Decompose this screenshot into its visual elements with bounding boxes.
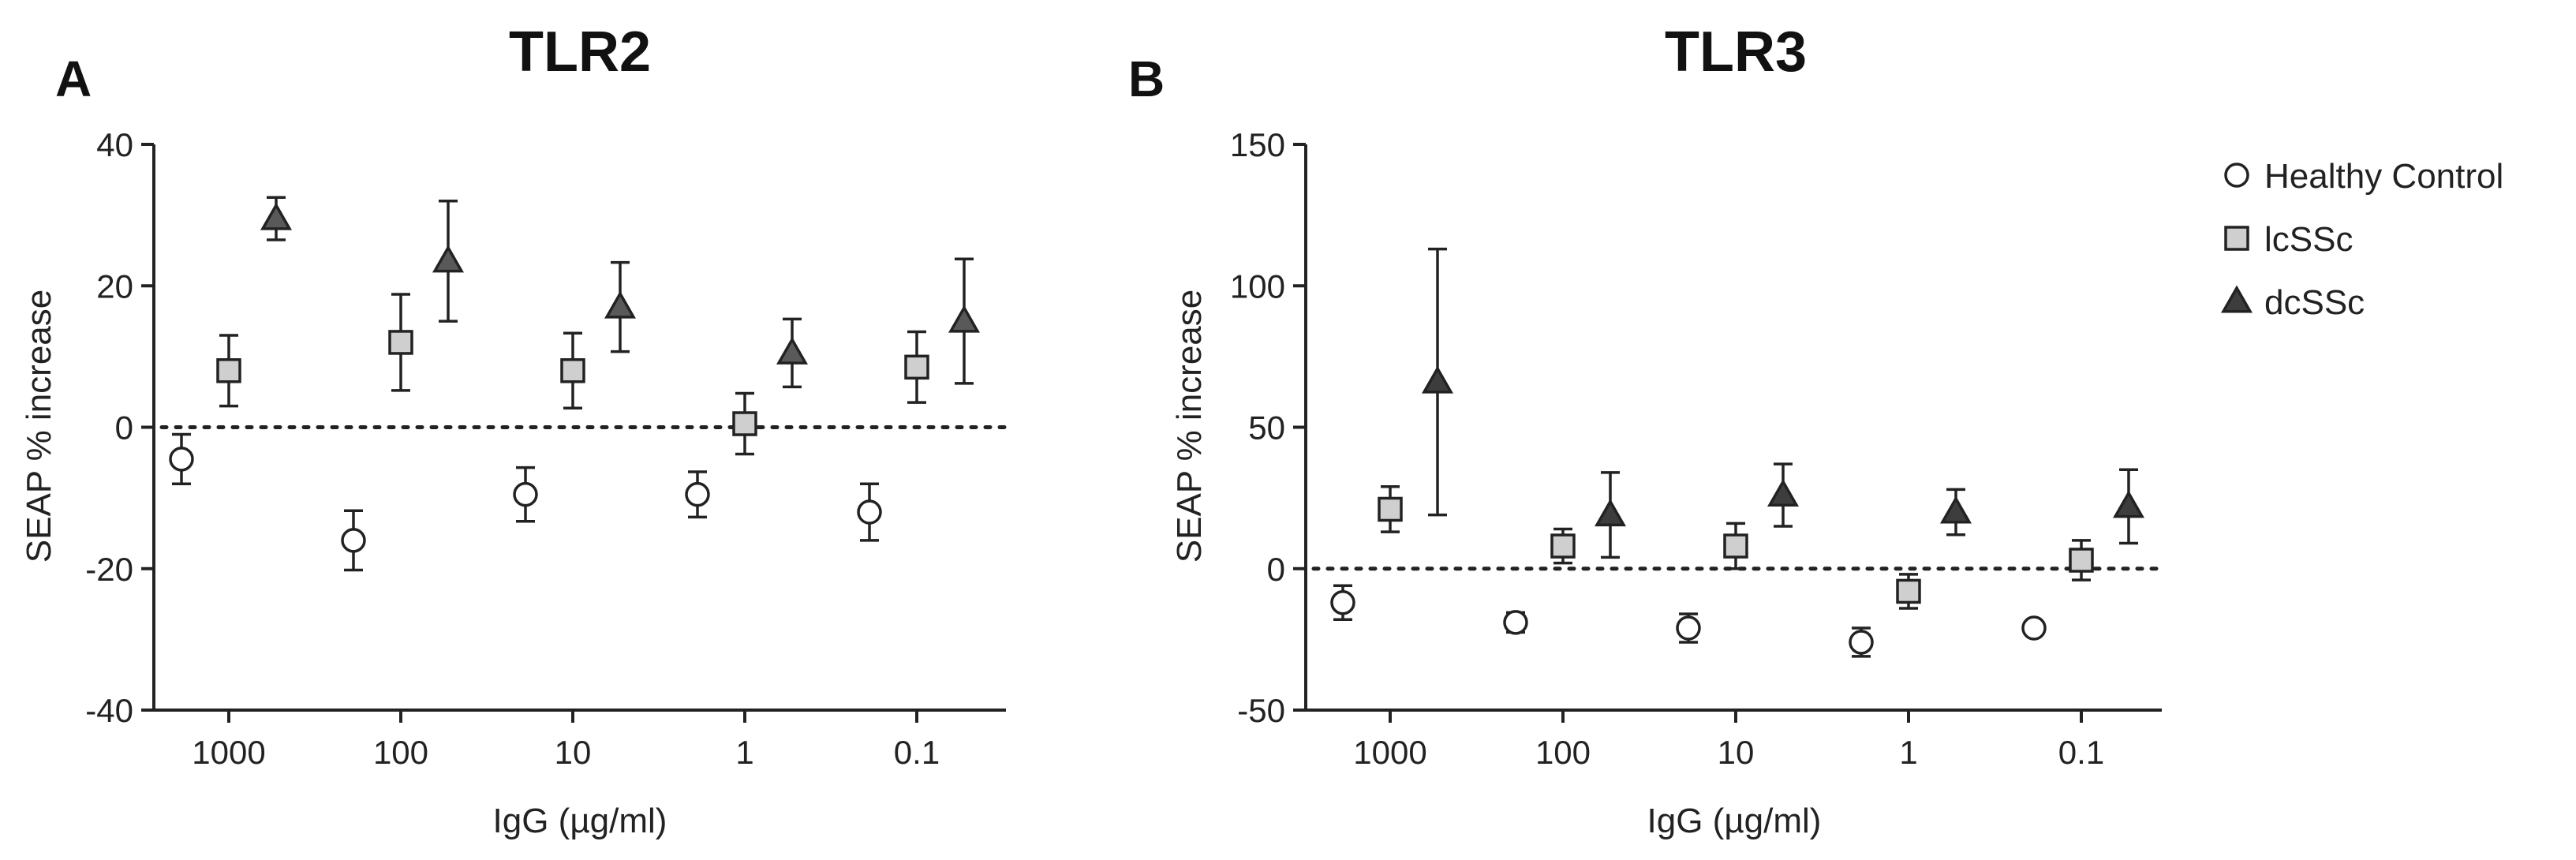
point-lcssc-b (1550, 533, 1576, 559)
panel-letter-a: A (55, 50, 92, 107)
point-healthy-control-a (857, 499, 882, 525)
point-healthy-control-b (1676, 615, 1701, 641)
y-tick-label-b: 50 (1248, 409, 1285, 447)
point-lcssc-b (1896, 578, 1921, 604)
point-healthy-control-b (1330, 590, 1355, 615)
x-tick-label-b: 1 (1899, 734, 1917, 771)
x-tick-label-a: 0.1 (894, 734, 940, 771)
point-healthy-control-b (2021, 615, 2047, 641)
x-tick-label-a: 1 (735, 734, 753, 771)
point-dcssc-b (1421, 365, 1454, 394)
point-lcssc-a (732, 411, 757, 436)
panel-a: A TLR2 SEAP % increase IgG (µg/ml) -40 -2… (20, 21, 1008, 840)
point-healthy-control-a (341, 528, 366, 553)
point-dcssc-b (1767, 479, 1800, 507)
legend: Healthy Control lcSSc dcSSc (2220, 157, 2503, 322)
panel-b: B TLR3 SEAP % increase IgG (µg/ml) -50 0 5… (1128, 21, 2164, 840)
point-dcssc-b (1939, 495, 1972, 524)
x-tick-label-b: 10 (1718, 734, 1755, 771)
point-dcssc-a (432, 245, 465, 273)
x-axis-label-b: IgG (µg/ml) (1647, 802, 1822, 840)
y-tick-label-a: 0 (115, 409, 133, 447)
point-lcssc-b (1378, 496, 1403, 522)
x-tick-label-a: 1000 (192, 734, 265, 771)
legend-marker-healthy-control (2224, 163, 2249, 188)
x-tick-label-b: 1000 (1353, 734, 1426, 771)
point-dcssc-a (948, 305, 981, 333)
x-tick-label-a: 10 (555, 734, 592, 771)
point-healthy-control-a (169, 447, 194, 472)
point-dcssc-b (1594, 499, 1627, 527)
x-tick-label-b: 0.1 (2058, 734, 2104, 771)
point-healthy-control-b (1849, 630, 1874, 655)
panel-title-tlr2: TLR2 (509, 21, 651, 84)
y-tick-label-a: -20 (85, 551, 133, 588)
point-lcssc-a (388, 330, 413, 355)
point-healthy-control-b (1503, 610, 1528, 635)
point-healthy-control-a (685, 481, 710, 507)
y-axis-label-a: SEAP % increase (20, 290, 58, 563)
point-dcssc-a (776, 336, 809, 365)
legend-label-dcssc: dcSSc (2264, 283, 2365, 322)
y-tick-label-b: 150 (1230, 126, 1285, 163)
legend-marker-dcssc (2220, 285, 2253, 313)
point-lcssc-a (216, 358, 241, 383)
point-dcssc-a (260, 202, 293, 230)
point-lcssc-b (1723, 533, 1748, 559)
panel-letter-b: B (1128, 50, 1165, 107)
y-tick-label-a: 40 (96, 126, 133, 163)
point-lcssc-a (904, 354, 929, 380)
y-tick-label-b: 0 (1267, 551, 1285, 588)
panel-title-tlr3: TLR3 (1665, 21, 1807, 84)
point-healthy-control-a (513, 481, 538, 507)
legend-marker-lcssc (2224, 226, 2249, 251)
x-tick-label-b: 100 (1535, 734, 1591, 771)
legend-label-healthy-control: Healthy Control (2264, 157, 2503, 196)
point-lcssc-a (560, 358, 585, 383)
point-lcssc-b (2069, 548, 2094, 573)
x-tick-label-a: 100 (373, 734, 428, 771)
y-tick-label-b: 100 (1230, 267, 1285, 305)
legend-label-lcssc: lcSSc (2264, 220, 2353, 259)
point-dcssc-a (604, 290, 637, 319)
y-tick-label-b: -50 (1237, 692, 1285, 729)
x-axis-label-a: IgG (µg/ml) (493, 802, 667, 840)
point-dcssc-b (2112, 490, 2145, 518)
y-tick-label-a: -40 (85, 692, 133, 729)
y-axis-label-b: SEAP % increase (1170, 290, 1209, 563)
y-tick-label-a: 20 (96, 267, 133, 305)
